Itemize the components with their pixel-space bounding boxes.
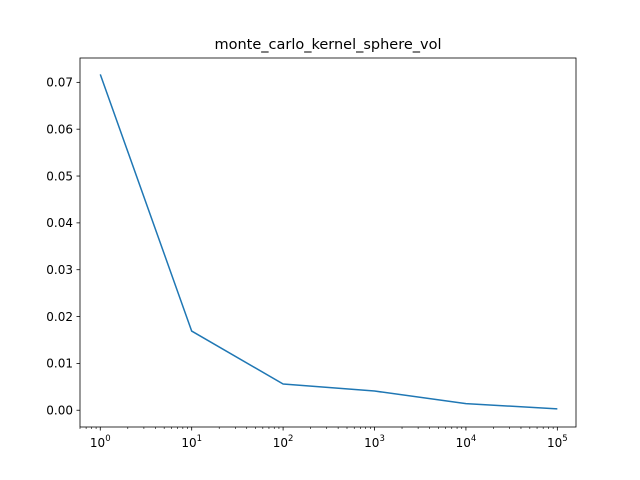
y-tick-label: 0.01 [46, 357, 73, 371]
y-tick-label: 0.05 [46, 169, 73, 183]
x-tick-base: 10 [273, 436, 288, 450]
x-tick-label: 105 [547, 434, 568, 450]
y-tick-label: 0.07 [46, 76, 73, 90]
x-tick-exponent: 0 [105, 434, 110, 444]
x-tick-label: 100 [90, 434, 111, 450]
y-tick-label: 0.06 [46, 122, 73, 136]
y-axis: 0.00 0.01 0.02 0.03 0.04 0.05 0.06 0.07 [46, 76, 80, 418]
x-tick-label: 103 [364, 434, 385, 450]
x-tick-exponent: 2 [288, 434, 293, 444]
x-tick-label: 102 [273, 434, 294, 450]
y-tick-label: 0.00 [46, 404, 73, 418]
plot-area [99, 74, 558, 410]
x-tick-base: 10 [364, 436, 379, 450]
x-tick-label: 104 [456, 434, 477, 450]
series-line [99, 74, 558, 410]
x-tick-base: 10 [181, 436, 196, 450]
x-tick-exponent: 4 [471, 434, 476, 444]
x-tick-base: 10 [456, 436, 471, 450]
x-axis: 100 101 102 103 104 105 [79, 427, 568, 450]
x-tick-base: 10 [547, 436, 562, 450]
x-tick-exponent: 5 [562, 434, 567, 444]
x-tick-base: 10 [90, 436, 105, 450]
axes-frame [79, 57, 577, 428]
y-tick-label: 0.02 [46, 310, 73, 324]
x-tick-exponent: 3 [379, 434, 384, 444]
y-tick-label: 0.04 [46, 216, 73, 230]
chart-title: monte_carlo_kernel_sphere_vol [214, 37, 441, 53]
y-tick-label: 0.03 [46, 263, 73, 277]
x-tick-label: 101 [181, 434, 202, 450]
x-tick-exponent: 1 [197, 434, 202, 444]
